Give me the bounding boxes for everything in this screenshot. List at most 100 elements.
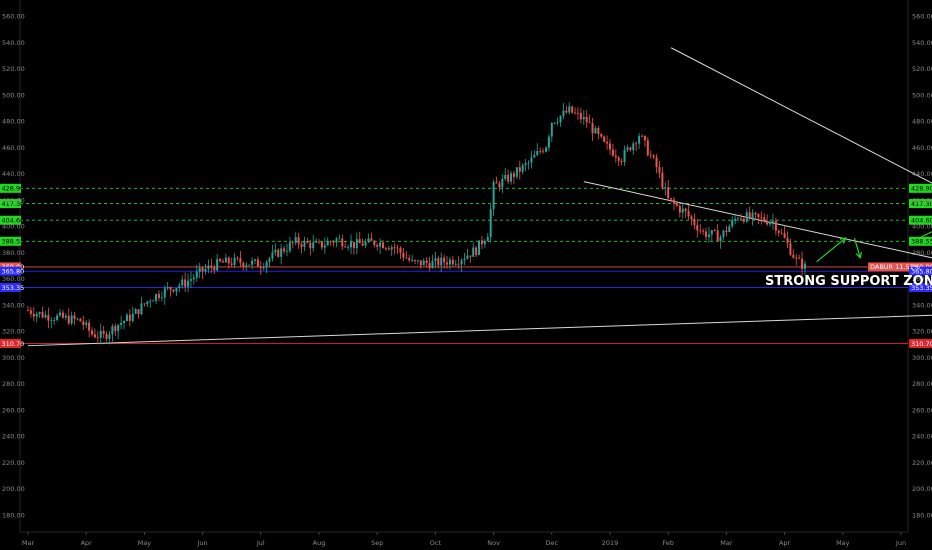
candle-body (85, 322, 88, 325)
candle-body (195, 271, 198, 278)
x-tick-12: Mar (720, 539, 733, 547)
y-tick-right-440: 440.00 (912, 170, 932, 178)
candle-body (419, 260, 422, 266)
y-tick-left-240: 240.00 (2, 433, 25, 441)
candle-body (463, 258, 466, 261)
candle-body (288, 242, 291, 251)
candle-body (332, 241, 335, 243)
candle-body (88, 322, 91, 331)
y-tick-right-320: 320.00 (912, 328, 932, 336)
y-tick-left-280: 280.00 (2, 380, 25, 388)
candle-body (294, 237, 297, 243)
candle-body (29, 310, 32, 314)
candle-body (405, 257, 408, 259)
candle-body (574, 112, 577, 114)
candle-body (693, 218, 696, 226)
level-tag-left-bg-3 (0, 236, 21, 246)
candle-body (280, 248, 283, 257)
candle-body (498, 183, 501, 188)
candle-body (79, 318, 82, 322)
candle-body (632, 143, 635, 151)
level-tag-left-1: 417.30 (2, 200, 25, 208)
candle-body (256, 259, 259, 267)
candle-body (27, 310, 29, 312)
candle-body (166, 286, 169, 289)
y-tick-left-400: 400.00 (2, 223, 25, 231)
candle-body (344, 246, 347, 248)
candle-body (312, 242, 315, 249)
candle-body (542, 151, 545, 153)
candle-body (544, 147, 547, 152)
candle-body (393, 247, 396, 249)
x-tick-4: Jul (256, 539, 265, 547)
candle-body (373, 240, 376, 246)
x-tick-14: May (836, 539, 850, 547)
candle-body (774, 220, 777, 231)
candle-body (91, 330, 94, 335)
candle-body (178, 285, 181, 289)
y-tick-right-180: 180.00 (912, 511, 932, 519)
candle-body (422, 260, 425, 266)
axes-layer: 180.00 180.00 200.00 200.00 220.00 220.00 240.… (2, 13, 932, 547)
candle-body (777, 230, 780, 233)
candle-body (192, 277, 195, 280)
candle-body (638, 135, 641, 144)
y-tick-right-560: 560.00 (912, 13, 932, 21)
candle-body (667, 187, 670, 199)
y-tick-left-360: 360.00 (2, 275, 25, 283)
candle-body (172, 289, 175, 292)
candle-body (108, 334, 111, 339)
candle-body (533, 155, 536, 158)
arrow-up-small-shaft (816, 237, 847, 263)
candle-body (64, 315, 67, 318)
y-tick-right-360: 360.00 (912, 275, 932, 283)
candle-body (591, 123, 594, 134)
y-tick-right-520: 520.00 (912, 65, 932, 73)
candle-body (245, 265, 248, 267)
y-tick-right-540: 540.00 (912, 39, 932, 47)
candle-body (760, 216, 763, 218)
candle-body (396, 247, 399, 249)
candle-body (274, 249, 277, 253)
candle-body (184, 279, 187, 287)
candle-body (253, 259, 256, 261)
y-tick-left-500: 500.00 (2, 91, 25, 99)
candle-body (550, 122, 553, 137)
trendline-lower-wedge (583, 181, 932, 259)
candle-body (285, 250, 288, 252)
candle-body (123, 321, 126, 323)
candle-body (329, 241, 332, 243)
candle-body (547, 136, 550, 148)
y-tick-right-480: 480.00 (912, 118, 932, 126)
candle-body (655, 157, 658, 168)
candle-body (408, 258, 411, 261)
candle-body (149, 301, 152, 303)
candle-body (446, 262, 449, 265)
candle-body (611, 149, 614, 156)
candle-body (716, 230, 719, 242)
candle-body (236, 257, 239, 259)
level-tag-right-bg-5 (909, 266, 932, 276)
candle-body (443, 257, 446, 263)
candle-body (722, 230, 725, 238)
arrow-down-shaft (853, 237, 861, 258)
candle-body (93, 334, 96, 338)
x-tick-1: Apr (81, 539, 93, 547)
candle-body (783, 233, 786, 238)
y-tick-right-280: 280.00 (912, 380, 932, 388)
trendlines-layer (27, 47, 932, 347)
candle-body (757, 214, 760, 217)
candle-body (451, 259, 454, 265)
candle-body (61, 312, 64, 318)
y-tick-right-240: 240.00 (912, 433, 932, 441)
candle-body (318, 241, 320, 243)
candle-body (53, 320, 56, 321)
candle-body (169, 286, 172, 290)
candle-body (355, 239, 358, 249)
level-tag-right-bg-3 (909, 236, 932, 246)
level-tag-right-1: 417.30 (911, 200, 932, 208)
level-tag-right-bg-1 (909, 199, 932, 209)
candle-body (117, 324, 120, 332)
candle-body (291, 242, 294, 244)
candle-body (707, 234, 710, 237)
